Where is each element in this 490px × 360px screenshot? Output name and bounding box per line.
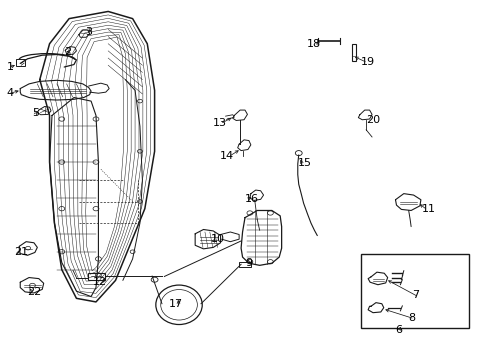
Text: 5: 5	[32, 108, 40, 118]
Text: 21: 21	[14, 247, 28, 257]
Text: 20: 20	[366, 115, 380, 125]
Text: 11: 11	[422, 204, 436, 214]
Text: 6: 6	[395, 325, 402, 335]
Text: 13: 13	[213, 118, 226, 128]
Text: 19: 19	[361, 57, 375, 67]
Text: 15: 15	[298, 158, 312, 168]
Text: 8: 8	[408, 313, 416, 323]
Text: 14: 14	[220, 150, 234, 161]
Text: 4: 4	[6, 88, 14, 98]
Bar	[16, 59, 25, 66]
Text: 10: 10	[211, 234, 225, 244]
Text: 17: 17	[169, 299, 182, 309]
Text: 22: 22	[27, 287, 42, 297]
Text: 18: 18	[307, 40, 321, 49]
Text: 2: 2	[64, 46, 72, 57]
Bar	[361, 254, 469, 328]
Text: 9: 9	[245, 258, 252, 268]
Text: 12: 12	[93, 277, 107, 287]
Text: 7: 7	[412, 291, 419, 301]
Bar	[239, 262, 251, 267]
Text: 16: 16	[245, 194, 259, 204]
Bar	[351, 44, 356, 61]
Bar	[88, 273, 105, 280]
Text: 3: 3	[86, 27, 93, 37]
Text: 1: 1	[6, 62, 14, 72]
